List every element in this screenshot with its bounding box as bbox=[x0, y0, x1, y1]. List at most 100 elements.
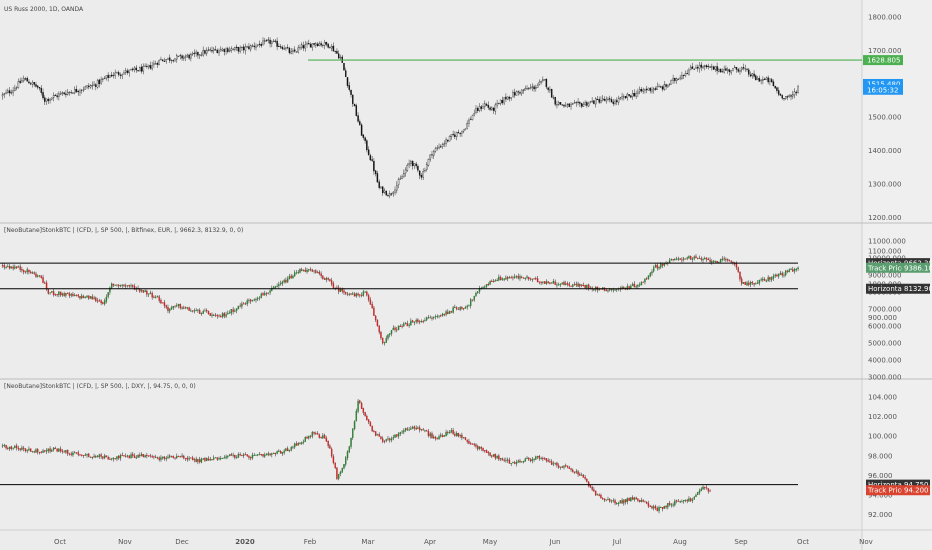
candle bbox=[79, 88, 81, 97]
candle bbox=[345, 291, 347, 296]
candle bbox=[661, 85, 664, 92]
candle bbox=[556, 461, 558, 468]
candle bbox=[290, 273, 292, 279]
candle bbox=[56, 92, 58, 100]
candle bbox=[469, 298, 472, 309]
candle bbox=[225, 454, 227, 460]
candle bbox=[772, 79, 775, 87]
candle bbox=[109, 457, 111, 460]
candle bbox=[681, 499, 683, 503]
candle bbox=[195, 456, 197, 463]
candle bbox=[339, 470, 342, 477]
candle bbox=[279, 44, 282, 49]
pane-2[interactable]: [NeoButane]StonkBTC | (CFD, |, SP 500, |… bbox=[0, 227, 932, 382]
candle bbox=[292, 445, 294, 450]
candle bbox=[450, 310, 453, 314]
candle bbox=[776, 86, 778, 94]
candle bbox=[491, 279, 493, 282]
candle bbox=[513, 273, 516, 279]
candle bbox=[89, 456, 92, 459]
candle bbox=[75, 85, 78, 93]
candle bbox=[436, 145, 438, 151]
candle bbox=[216, 456, 218, 461]
candle bbox=[733, 261, 736, 267]
candle bbox=[785, 96, 787, 100]
candle bbox=[343, 288, 345, 295]
candle bbox=[221, 47, 224, 52]
candle bbox=[311, 431, 314, 439]
candle bbox=[209, 47, 211, 52]
candle bbox=[179, 53, 182, 60]
candle bbox=[109, 286, 111, 295]
candle bbox=[144, 63, 146, 67]
candle bbox=[762, 76, 764, 85]
candle bbox=[10, 89, 13, 95]
candle bbox=[325, 276, 328, 283]
candle bbox=[779, 93, 782, 97]
pane-3[interactable]: [NeoButane]StonkBTC | (CFD, |, SP 500, |… bbox=[0, 383, 930, 519]
candle bbox=[22, 269, 25, 275]
x-tick-label: Oct bbox=[797, 538, 809, 546]
candle bbox=[235, 308, 238, 314]
candle bbox=[177, 303, 180, 309]
candle bbox=[128, 69, 130, 77]
candle bbox=[783, 98, 785, 101]
candle bbox=[54, 93, 57, 96]
candle bbox=[477, 106, 479, 113]
candle bbox=[21, 77, 23, 83]
y-tick-label: 1700.000 bbox=[868, 47, 901, 55]
candle bbox=[594, 490, 597, 496]
candle bbox=[330, 43, 333, 52]
candle bbox=[484, 285, 486, 289]
candle bbox=[700, 256, 702, 262]
candle bbox=[385, 190, 387, 196]
candle bbox=[79, 295, 81, 300]
candle bbox=[628, 285, 630, 290]
candle bbox=[26, 76, 28, 82]
candle bbox=[29, 81, 32, 86]
candle bbox=[674, 257, 676, 261]
candle bbox=[580, 102, 583, 109]
candle bbox=[389, 190, 391, 199]
candle bbox=[675, 499, 678, 504]
candle bbox=[542, 76, 544, 83]
candle bbox=[427, 158, 430, 167]
candle bbox=[8, 263, 11, 270]
candle bbox=[394, 186, 396, 196]
candle bbox=[267, 451, 270, 457]
candle bbox=[17, 78, 20, 89]
candle bbox=[234, 308, 236, 313]
candle bbox=[533, 84, 535, 92]
candle bbox=[73, 450, 76, 454]
candle bbox=[455, 131, 458, 141]
candle bbox=[732, 67, 734, 72]
candle bbox=[281, 451, 284, 456]
candle bbox=[487, 101, 490, 110]
candle bbox=[462, 437, 465, 439]
candle bbox=[352, 94, 354, 107]
candle bbox=[345, 456, 347, 467]
time-axis[interactable]: Oct Nov Dec 2020 Feb Mar Apr May Jun Jul Aug Sep Oct… bbox=[54, 538, 873, 546]
candle bbox=[496, 278, 498, 282]
candle bbox=[425, 162, 428, 172]
candle bbox=[475, 104, 477, 115]
candle bbox=[503, 278, 505, 282]
candle bbox=[249, 298, 252, 304]
candle bbox=[378, 325, 380, 335]
candle bbox=[183, 55, 185, 61]
candle bbox=[249, 44, 252, 52]
candle bbox=[315, 431, 317, 435]
candle bbox=[705, 257, 708, 262]
candle bbox=[26, 449, 28, 454]
candle bbox=[440, 314, 442, 318]
candle bbox=[499, 99, 502, 106]
candle bbox=[492, 454, 495, 458]
candle bbox=[450, 428, 453, 434]
candle bbox=[367, 146, 370, 156]
candle bbox=[19, 77, 21, 84]
candle bbox=[318, 41, 321, 47]
pane-1[interactable]: US Russ 2000, 1D, OANDA 1800.000 1700.000 1… bbox=[1, 6, 903, 322]
candle bbox=[575, 469, 578, 474]
candle bbox=[447, 430, 449, 436]
